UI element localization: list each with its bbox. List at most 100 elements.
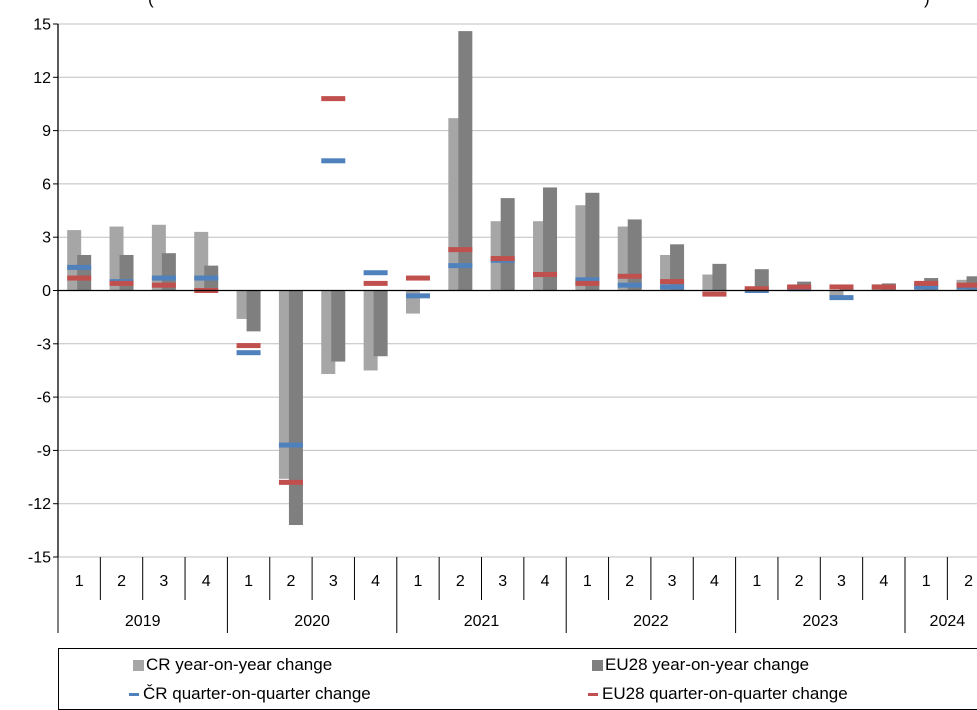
marker-eu28-qoq — [236, 343, 261, 349]
marker-eu28-qoq — [448, 247, 473, 253]
x-tick-label-quarter: 4 — [541, 573, 550, 590]
y-tick-label: -6 — [37, 390, 51, 407]
legend-label-eu28-yoy: EU28 year-on-year change — [605, 655, 810, 674]
marker-cr-qoq — [405, 293, 430, 299]
marker-eu28-qoq — [829, 284, 854, 290]
bar-eu28-yoy — [373, 290, 388, 357]
x-tick-label-quarter: 4 — [879, 573, 888, 590]
y-tick-label: 12 — [33, 70, 51, 87]
x-tick-label-quarter: 4 — [202, 573, 211, 590]
bar-eu28-yoy — [712, 263, 727, 291]
legend-label-eu28-qoq: EU28 quarter-on-quarter change — [602, 684, 848, 703]
marker-cr-qoq — [151, 275, 176, 281]
marker-cr-qoq — [575, 277, 600, 283]
marker-cr-qoq — [829, 295, 854, 301]
marker-eu28-qoq — [321, 96, 346, 102]
y-tick-label: -15 — [28, 550, 51, 567]
x-tick-label-quarter: 2 — [456, 573, 465, 590]
marker-cr-qoq — [660, 284, 685, 290]
bar-eu28-yoy — [246, 290, 261, 332]
marker-eu28-qoq — [278, 479, 303, 485]
legend-label-cr-qoq: ČR quarter-on-quarter change — [143, 684, 371, 703]
x-tick-label-quarter: 2 — [625, 573, 634, 590]
y-tick-label: 0 — [42, 283, 51, 300]
marker-eu28-qoq — [405, 275, 430, 281]
y-tick-label: 3 — [42, 230, 51, 247]
marker-eu28-qoq — [151, 282, 176, 288]
y-tick-label: 6 — [42, 176, 51, 193]
chart-title-fragment: ( — [148, 0, 154, 9]
y-tick-label: -9 — [37, 443, 51, 460]
marker-cr-qoq — [448, 263, 473, 269]
x-tick-label-quarter: 1 — [922, 573, 931, 590]
legend-swatch-cr-qoq — [129, 692, 139, 696]
x-tick-label-quarter: 3 — [159, 573, 168, 590]
marker-eu28-qoq — [490, 256, 515, 262]
y-tick-label: -12 — [28, 496, 51, 513]
x-tick-label-quarter: 1 — [752, 573, 761, 590]
x-tick-label-quarter: 2 — [117, 573, 126, 590]
chart-legend: CR year-on-year change EU28 year-on-year… — [58, 648, 977, 710]
marker-cr-qoq — [236, 350, 261, 356]
x-tick-label-quarter: 3 — [837, 573, 846, 590]
x-tick-label-quarter: 1 — [244, 573, 253, 590]
bar-eu28-yoy — [500, 198, 515, 291]
marker-eu28-qoq — [744, 286, 769, 292]
marker-cr-qoq — [363, 270, 388, 276]
marker-eu28-qoq — [660, 279, 685, 285]
marker-eu28-qoq — [575, 280, 600, 286]
x-tick-label-quarter: 3 — [668, 573, 677, 590]
marker-cr-qoq — [278, 442, 303, 448]
x-tick-label-quarter: 4 — [371, 573, 380, 590]
marker-eu28-qoq — [533, 272, 558, 278]
bar-eu28-yoy — [754, 269, 769, 291]
marker-cr-qoq — [67, 264, 92, 270]
x-tick-label-year: 2020 — [294, 613, 330, 630]
x-tick-label-quarter: 2 — [795, 573, 804, 590]
x-tick-label-quarter: 1 — [583, 573, 592, 590]
legend-item-cr-yoy: CR year-on-year change — [133, 655, 332, 675]
bar-eu28-yoy — [161, 253, 176, 291]
marker-eu28-qoq — [702, 291, 727, 297]
bar-eu28-yoy — [543, 187, 558, 291]
x-tick-label-quarter: 3 — [329, 573, 338, 590]
bar-eu28-yoy — [585, 192, 600, 291]
bar-eu28-yoy — [458, 31, 473, 291]
marker-eu28-qoq — [617, 273, 642, 279]
marker-cr-qoq — [194, 275, 219, 281]
x-tick-label-quarter: 2 — [964, 573, 973, 590]
marker-eu28-qoq — [109, 280, 134, 286]
x-tick-label-quarter: 2 — [286, 573, 295, 590]
legend-item-eu28-yoy: EU28 year-on-year change — [592, 655, 809, 675]
x-tick-label-year: 2024 — [930, 613, 966, 630]
bar-eu28-yoy — [77, 254, 92, 291]
legend-item-eu28-qoq: EU28 quarter-on-quarter change — [588, 684, 848, 704]
bar-eu28-yoy — [627, 219, 642, 291]
y-tick-label: 15 — [33, 17, 51, 34]
y-tick-label: -3 — [37, 336, 51, 353]
marker-eu28-qoq — [956, 282, 977, 288]
marker-eu28-qoq — [787, 284, 812, 290]
legend-swatch-eu28-yoy — [592, 659, 603, 671]
bar-cr-yoy — [829, 290, 844, 296]
bar-eu28-yoy — [331, 290, 346, 362]
marker-eu28-qoq — [871, 284, 896, 290]
x-tick-label-year: 2021 — [464, 613, 500, 630]
x-tick-label-quarter: 4 — [710, 573, 719, 590]
x-tick-label-quarter: 3 — [498, 573, 507, 590]
marker-cr-qoq — [914, 284, 939, 290]
chart-title-fragment-end: ) — [924, 0, 930, 9]
marker-eu28-qoq — [363, 280, 388, 286]
bar-eu28-yoy — [670, 244, 685, 291]
x-tick-label-year: 2022 — [633, 613, 669, 630]
x-tick-label-quarter: 1 — [414, 573, 423, 590]
marker-eu28-qoq — [914, 280, 939, 286]
x-tick-label-year: 2019 — [125, 613, 161, 630]
bar-eu28-yoy — [288, 290, 303, 526]
legend-swatch-cr-yoy — [133, 659, 144, 671]
legend-item-cr-qoq: ČR quarter-on-quarter change — [129, 684, 371, 704]
legend-label-cr-yoy: CR year-on-year change — [146, 655, 333, 674]
marker-cr-qoq — [617, 282, 642, 288]
x-tick-label-quarter: 1 — [75, 573, 84, 590]
